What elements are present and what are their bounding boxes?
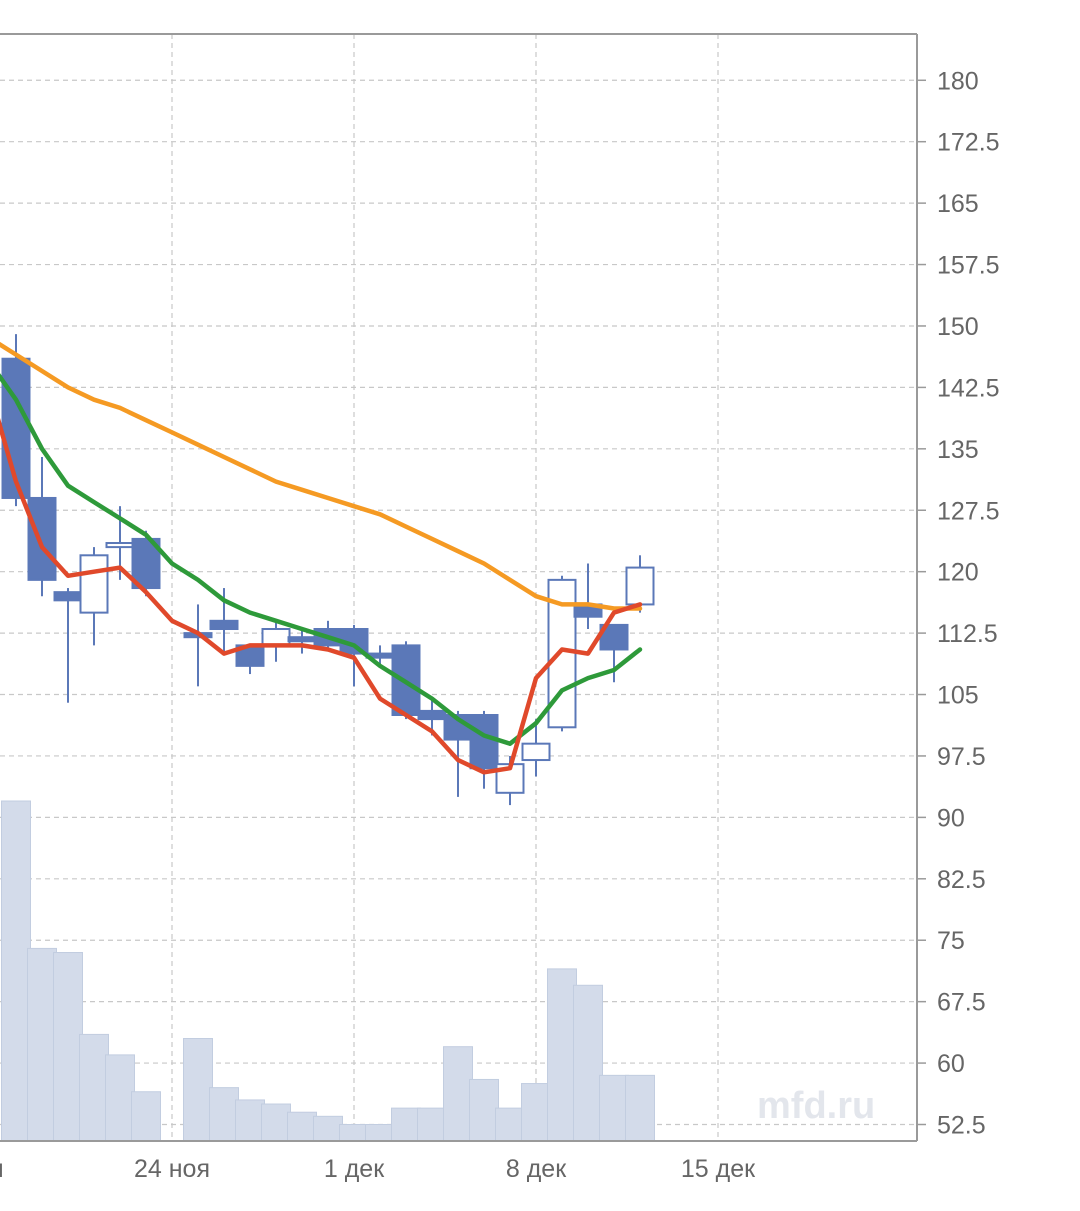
- moving-average-line: [0, 373, 643, 746]
- volume-bar: [209, 1087, 239, 1142]
- candle-body-up: [625, 566, 655, 606]
- candle-body-down: [209, 619, 239, 631]
- volume-bar: [495, 1107, 525, 1142]
- y-tick-label: 135: [937, 436, 979, 464]
- volume-bar: [183, 1038, 213, 1142]
- candle-body-up: [521, 742, 551, 762]
- y-tick-label: 97.5: [937, 743, 986, 771]
- x-tick-label: 15 дек: [681, 1155, 756, 1183]
- candlestick: [79, 547, 109, 646]
- candle-body-down: [469, 714, 499, 770]
- candlestick: [573, 563, 603, 630]
- candlestick: [261, 620, 291, 662]
- volume-bar: [105, 1054, 135, 1142]
- y-tick-label: 60: [937, 1050, 965, 1078]
- x-tick-label: 24 ноя: [134, 1155, 210, 1183]
- volume-bar: [521, 1083, 551, 1142]
- x-tick-label: 1 дек: [324, 1155, 385, 1183]
- volume-bar: [391, 1107, 421, 1142]
- candle-body-down: [53, 591, 83, 602]
- candlestick: [469, 710, 499, 789]
- volume-bar: [27, 947, 57, 1142]
- candlestick: [131, 530, 161, 597]
- candlestick: [521, 719, 551, 777]
- candle-body-up: [261, 628, 291, 647]
- volume-bar: [339, 1124, 369, 1142]
- x-tick-label: оя: [0, 1155, 4, 1183]
- candle-body-down: [27, 496, 57, 581]
- y-tick-label: 142.5: [937, 374, 1000, 402]
- y-tick-label: 172.5: [937, 129, 1000, 157]
- candlestick: [27, 457, 57, 597]
- volume-bar: [287, 1111, 317, 1142]
- y-tick-label: 120: [937, 559, 979, 587]
- volume-bar: [235, 1099, 265, 1142]
- y-tick-label: 165: [937, 190, 979, 218]
- volume-bar: [417, 1107, 447, 1142]
- candle-body-up: [79, 554, 109, 614]
- plot-frame: [0, 33, 918, 1142]
- volume-bars: [1, 800, 655, 1142]
- y-tick-label: 105: [937, 682, 979, 710]
- volume-bar: [79, 1033, 109, 1142]
- y-tick-label: 150: [937, 313, 979, 341]
- candle-body-up: [105, 542, 135, 549]
- volume-bar: [547, 968, 577, 1142]
- candlestick: [183, 604, 213, 687]
- y-tick-label: 82.5: [937, 866, 986, 894]
- volume-bar: [443, 1046, 473, 1142]
- grid-lines: [0, 34, 917, 1141]
- volume-bar: [131, 1091, 161, 1142]
- y-tick-label: 90: [937, 804, 965, 832]
- volume-bar: [261, 1103, 291, 1142]
- y-tick-label: 180: [937, 67, 979, 95]
- x-tick-label: 8 дек: [506, 1155, 567, 1183]
- candle-body-down: [417, 709, 447, 721]
- volume-bar: [469, 1078, 499, 1142]
- volume-bar: [313, 1115, 343, 1142]
- watermark: mfd.ru: [757, 1085, 875, 1127]
- candle-body-down: [287, 636, 317, 643]
- y-tick-label: 67.5: [937, 989, 986, 1017]
- y-tick-label: 52.5: [937, 1112, 986, 1140]
- y-tick-label: 127.5: [937, 497, 1000, 525]
- y-axis-ticks: 180 172.5 165 157.5 150 142.5 135 127.5 120 112.5…: [917, 67, 1000, 1140]
- volume-bar: [1, 800, 31, 1142]
- y-tick-label: 157.5: [937, 252, 1000, 280]
- volume-bar: [573, 984, 603, 1142]
- moving-average-line: [0, 341, 643, 611]
- moving-average-line: [0, 418, 643, 775]
- y-tick-label: 75: [937, 927, 965, 955]
- volume-bar: [625, 1074, 655, 1142]
- candlestick: [53, 588, 83, 703]
- volume-bar: [599, 1074, 629, 1142]
- volume-bar: [53, 952, 83, 1142]
- x-axis-ticks: оя 24 ноя 1 дек 8 дек 15 дек: [0, 1155, 756, 1183]
- volume-bar: [365, 1124, 395, 1142]
- moving-average-lines: [0, 341, 643, 775]
- y-tick-label: 112.5: [937, 620, 998, 648]
